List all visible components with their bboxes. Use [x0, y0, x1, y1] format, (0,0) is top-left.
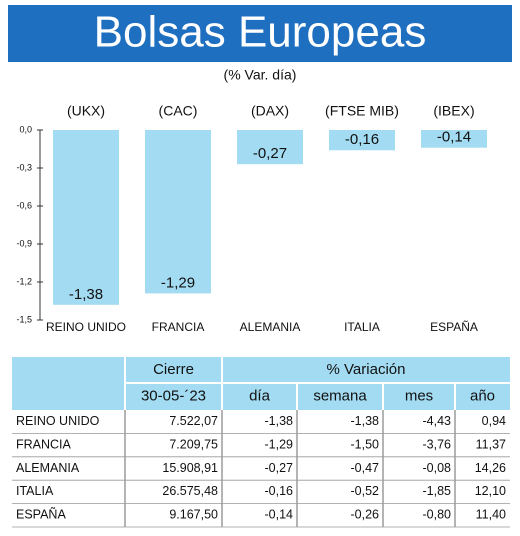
chart-subtitle: (% Var. día) [224, 67, 297, 83]
table-header: Cierre [153, 361, 194, 378]
table-cell: -0,08 [423, 461, 452, 475]
value-label: -0,16 [345, 131, 379, 148]
table-cell: 7.209,75 [169, 437, 218, 451]
table-cell: 9.167,50 [169, 508, 218, 522]
table-cell: 7.522,07 [169, 414, 218, 428]
table-cell: -1,85 [423, 484, 452, 498]
bar [237, 130, 303, 165]
table-cell: -0,14 [265, 508, 294, 522]
table-cell: -3,76 [423, 437, 452, 451]
table-cell: 11,37 [476, 437, 506, 451]
row-label: ALEMANIA [16, 461, 80, 475]
table-header: día [249, 387, 271, 404]
row-label: FRANCIA [16, 437, 72, 451]
bar [53, 130, 119, 305]
table-cell: -4,43 [423, 414, 452, 428]
table-cell: -1,38 [265, 414, 294, 428]
chart-title: Bolsas Europeas [94, 8, 427, 57]
x-tick-label: ESPAÑA [430, 320, 478, 334]
title-banner [8, 5, 512, 62]
table-header: semana [313, 387, 367, 404]
x-tick-label: REINO UNIDO [46, 320, 126, 334]
table-cell: -0,52 [351, 484, 380, 498]
index-label: (CAC) [159, 103, 198, 119]
x-tick-label: FRANCIA [152, 320, 205, 334]
table-cell: -1,38 [351, 414, 380, 428]
table-cell: 12,10 [475, 484, 506, 498]
x-tick-label: ALEMANIA [240, 320, 301, 334]
table-cell: -0,16 [265, 484, 294, 498]
y-tick-label: -0,3 [16, 162, 32, 172]
y-tick-label: -1,5 [16, 314, 32, 324]
table-header: año [470, 387, 495, 404]
row-label: REINO UNIDO [16, 414, 100, 428]
bar [329, 130, 395, 151]
bar [421, 130, 487, 148]
value-label: -1,29 [161, 274, 195, 291]
index-label: (IBEX) [433, 103, 474, 119]
table-header: mes [405, 387, 433, 404]
index-label: (UKX) [67, 103, 105, 119]
table-cell: -0,26 [351, 508, 380, 522]
y-tick-label: 0,0 [19, 124, 32, 134]
table-cell: 11,40 [476, 508, 506, 522]
table-cell: 0,94 [482, 414, 506, 428]
table-header: 30-05-´23 [141, 387, 206, 404]
row-label: ITALIA [16, 484, 54, 498]
y-tick-label: -0,9 [16, 238, 32, 248]
index-label: (DAX) [251, 103, 289, 119]
index-label: (FTSE MIB) [325, 103, 399, 119]
value-label: -1,38 [69, 286, 103, 303]
table-cell: -0,47 [351, 461, 380, 475]
bar [145, 130, 211, 294]
table-header: % Variación [327, 361, 406, 378]
value-label: -0,14 [437, 129, 471, 146]
table-cell: 26.575,48 [162, 484, 218, 498]
y-tick-label: -1,2 [16, 276, 32, 286]
table-cell: -1,29 [265, 437, 294, 451]
x-tick-label: ITALIA [344, 320, 380, 334]
table-cell: 14,26 [475, 461, 506, 475]
table-cell: -0,80 [423, 508, 452, 522]
table-cell: -0,27 [265, 461, 294, 475]
value-label: -0,27 [253, 145, 287, 162]
table-cell: -1,50 [351, 437, 380, 451]
row-label: ESPAÑA [16, 508, 66, 522]
y-tick-label: -0,6 [16, 200, 32, 210]
table-cell: 15.908,91 [162, 461, 218, 475]
